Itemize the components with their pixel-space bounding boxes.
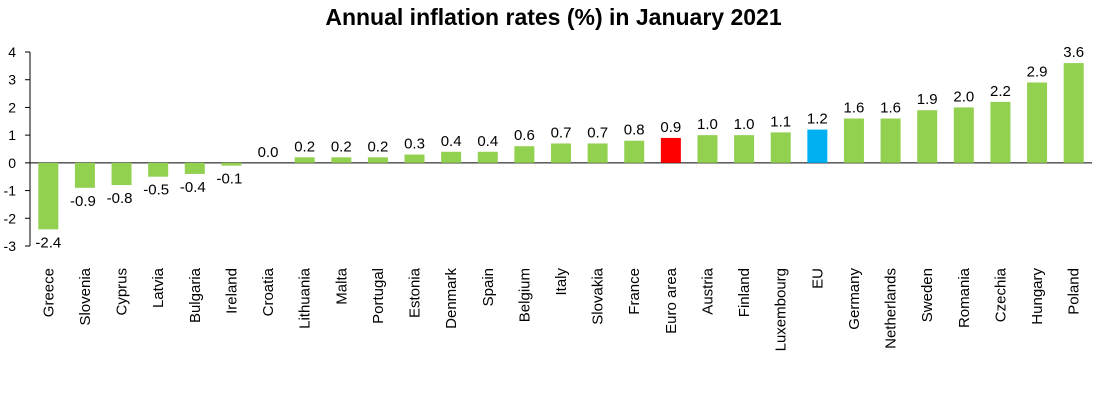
category-label: Romania: [956, 267, 973, 328]
data-label: -0.1: [216, 171, 242, 188]
bar-bulgaria: [184, 162, 205, 174]
data-label: 1.0: [734, 116, 755, 133]
data-label: 1.6: [844, 100, 865, 117]
data-label: 0.3: [404, 136, 425, 153]
y-tick-label: 4: [8, 44, 16, 60]
bar-poland: [1063, 63, 1084, 163]
data-label: 0.4: [441, 133, 462, 150]
category-label: Slovenia: [77, 267, 94, 325]
bar-austria: [697, 135, 718, 163]
bar-germany: [843, 118, 864, 163]
bar-lithuania: [294, 157, 315, 163]
data-label: 1.1: [770, 113, 791, 130]
y-tick-label: 0: [8, 155, 16, 171]
category-label: Cyprus: [114, 268, 131, 316]
bar-luxembourg: [770, 132, 791, 163]
bar-netherlands: [880, 118, 901, 163]
bar-cyprus: [111, 162, 132, 186]
data-label: -0.8: [107, 190, 133, 207]
category-label: Germany: [846, 268, 863, 330]
category-label: Greece: [40, 268, 57, 317]
category-label: Latvia: [150, 267, 167, 308]
category-label: Czechia: [992, 267, 1009, 322]
bar-sweden: [917, 110, 938, 163]
bar-czechia: [990, 101, 1011, 163]
data-label: 0.2: [367, 138, 388, 155]
y-tick-label: -3: [4, 238, 17, 254]
data-label: 0.6: [514, 127, 535, 144]
bar-slovenia: [74, 162, 95, 188]
category-label: Denmark: [443, 268, 460, 329]
category-label: Poland: [1066, 268, 1083, 315]
category-label: Ireland: [223, 268, 240, 314]
category-label: Luxembourg: [773, 268, 790, 351]
bar-malta: [331, 157, 352, 163]
bar-italy: [551, 143, 571, 163]
y-tick-label: -2: [4, 210, 17, 226]
data-label: 1.9: [917, 91, 938, 108]
bar-spain: [477, 151, 498, 163]
data-label: 2.9: [1027, 63, 1048, 80]
y-tick-label: 3: [8, 72, 16, 88]
category-label: Italy: [553, 268, 570, 296]
category-label: Austria: [699, 267, 716, 314]
data-label: 0.8: [624, 122, 645, 139]
bar-greece: [38, 162, 59, 230]
data-label: 2.2: [990, 83, 1011, 100]
category-label: Bulgaria: [187, 267, 204, 323]
chart-title: Annual inflation rates (%) in January 20…: [325, 4, 782, 30]
data-label: 0.7: [587, 124, 608, 141]
data-label: 0.7: [551, 124, 572, 141]
y-tick-label: 1: [8, 127, 16, 143]
bar-belgium: [514, 146, 535, 163]
data-label: 0.2: [331, 138, 352, 155]
bar-portugal: [367, 157, 388, 163]
data-label: 3.6: [1063, 44, 1084, 61]
category-label: Malta: [333, 267, 350, 304]
bar-france: [624, 140, 645, 163]
category-label: Croatia: [260, 267, 277, 316]
category-label: Lithuania: [297, 267, 314, 329]
y-tick-label: -1: [4, 183, 17, 199]
category-label: Hungary: [1029, 268, 1046, 325]
category-label: Spain: [480, 268, 497, 306]
bar-romania: [953, 107, 974, 163]
category-label: Slovakia: [590, 267, 607, 324]
data-label: 0.2: [294, 138, 315, 155]
data-label: -0.5: [143, 182, 169, 199]
data-label: 1.2: [807, 111, 828, 128]
bar-ireland: [221, 162, 242, 166]
y-tick-label: 2: [8, 99, 16, 115]
bar-estonia: [404, 154, 425, 163]
category-label: EU: [809, 268, 826, 289]
bar-hungary: [1027, 82, 1048, 163]
data-label: 2.0: [953, 88, 974, 105]
data-label: 0.4: [477, 133, 498, 150]
bar-finland: [734, 135, 755, 163]
category-label: France: [626, 268, 643, 315]
category-label: Belgium: [516, 268, 533, 322]
category-label: Netherlands: [883, 268, 900, 349]
data-label: 0.9: [660, 119, 681, 136]
bar-denmark: [441, 151, 462, 163]
category-label: Euro area: [663, 267, 680, 334]
data-label: 0.0: [258, 144, 279, 161]
data-label: 1.0: [697, 116, 718, 133]
category-label: Sweden: [919, 268, 936, 322]
data-label: 1.6: [880, 100, 901, 117]
data-label: -0.4: [180, 179, 206, 196]
data-label: -0.9: [70, 193, 96, 210]
bar-eu: [807, 129, 828, 163]
category-label: Finland: [736, 268, 753, 317]
category-label: Portugal: [370, 268, 387, 324]
bar-latvia: [148, 162, 169, 177]
category-label: Estonia: [407, 267, 424, 318]
bar-slovakia: [587, 143, 608, 163]
data-label: -2.4: [35, 234, 61, 251]
bar-euro-area: [660, 137, 681, 163]
